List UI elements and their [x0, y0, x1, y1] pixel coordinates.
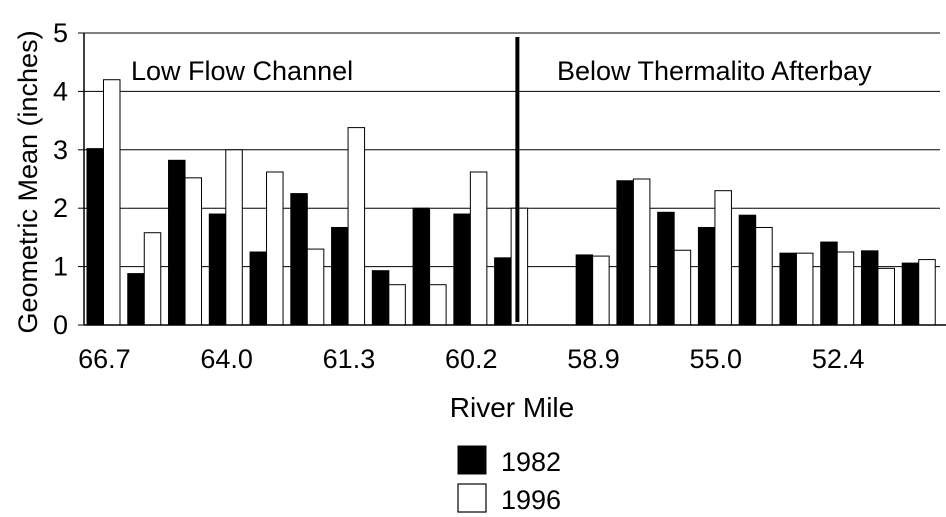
bar-1982-4 [249, 251, 268, 326]
legend-label-1996: 1996 [501, 485, 561, 515]
y-tick-label: 0 [53, 310, 68, 340]
section-label-below-thermalito-afterbay: Below Thermalito Afterbay [557, 56, 872, 86]
bars [86, 79, 936, 326]
bar-1996-20 [918, 259, 936, 326]
bar-1982-6 [331, 226, 349, 326]
x-tick-label: 60.2 [445, 344, 498, 374]
legend-swatch-1982 [457, 445, 487, 475]
bar-1996-2 [184, 177, 203, 326]
y-tick-label: 5 [53, 18, 68, 48]
bar-1982-19 [860, 250, 879, 326]
bar-1982-8 [412, 207, 431, 326]
bar-1996-15 [714, 190, 732, 326]
y-tick-label: 4 [53, 76, 68, 106]
bar-1996-1 [143, 232, 162, 326]
bar-1996-18 [836, 251, 855, 326]
bar-1982-3 [208, 213, 227, 326]
bar-1996-19 [877, 267, 895, 326]
bar-1996-0 [103, 79, 121, 326]
bar-1982-13 [616, 180, 634, 326]
bar-1996-6 [347, 127, 366, 326]
y-axis-label: Geometric Mean (inches) [13, 30, 43, 333]
bar-1982-9 [453, 213, 471, 326]
bar-1982-14 [657, 211, 675, 326]
bar-1996-4 [266, 171, 284, 326]
bar-1982-0 [86, 148, 104, 326]
axes [78, 32, 946, 326]
bar-1982-1 [127, 273, 145, 326]
x-tick-label: 55.0 [690, 344, 743, 374]
y-tick-label: 2 [53, 193, 68, 223]
x-tick-labels: 66.7 64.0 61.3 60.2 58.9 55.0 52.4 [78, 344, 864, 374]
bar-1982-7 [371, 270, 390, 326]
bar-1996-14 [673, 249, 692, 326]
bar-1996-17 [795, 252, 814, 326]
bar-1982-2 [168, 159, 186, 326]
bar-1982-15 [697, 226, 716, 326]
legend-swatch-1996 [457, 483, 487, 513]
bar-1996-16 [755, 226, 773, 326]
y-tick-label: 1 [53, 252, 68, 282]
section-label-low-flow-channel: Low Flow Channel [131, 56, 353, 86]
x-axis-label: River Mile [450, 392, 574, 423]
bar-1996-12 [592, 255, 610, 326]
bar-1982-16 [738, 214, 757, 326]
legend-label-1982: 1982 [501, 447, 561, 477]
bar-1982-18 [820, 241, 838, 326]
bar-1982-10 [494, 257, 512, 326]
y-tick-labels: 0 1 2 3 4 5 [53, 18, 68, 340]
bar-1996-5 [306, 248, 325, 326]
x-tick-label: 52.4 [812, 344, 865, 374]
bar-1982-12 [575, 254, 594, 326]
x-tick-label: 66.7 [78, 344, 131, 374]
legend: 1982 1996 [457, 445, 561, 515]
bar-1996-7 [388, 284, 406, 326]
bar-1982-17 [779, 252, 797, 326]
bar-1982-20 [901, 262, 920, 326]
x-tick-label: 58.9 [567, 344, 620, 374]
bar-1996-8 [429, 284, 447, 326]
x-tick-label: 61.3 [323, 344, 376, 374]
bar-1996-13 [632, 178, 651, 326]
bar-1996-9 [469, 171, 488, 326]
x-tick-label: 64.0 [200, 344, 253, 374]
bar-1982-5 [290, 193, 308, 326]
y-tick-label: 3 [53, 135, 68, 165]
bar-1996-3 [225, 149, 243, 326]
